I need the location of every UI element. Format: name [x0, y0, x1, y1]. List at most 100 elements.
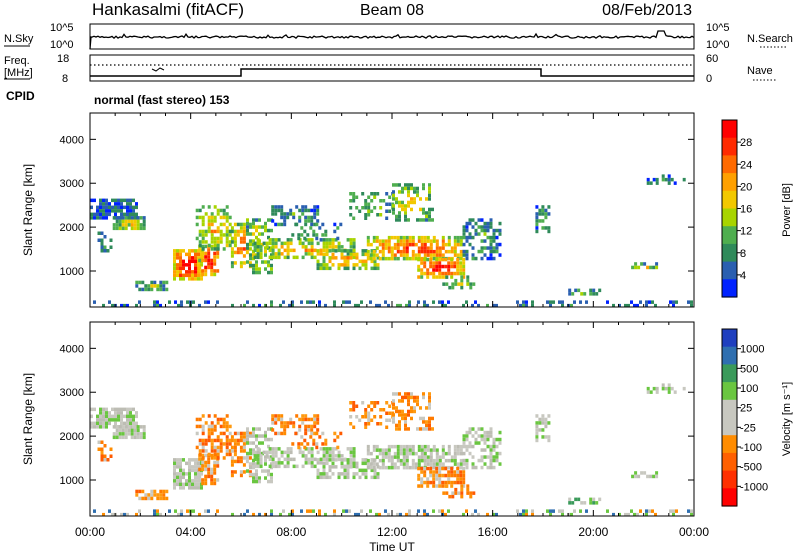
velocity-cell — [207, 431, 211, 436]
x-tick-label: 00:00 — [75, 525, 105, 539]
velocity-cell — [283, 421, 287, 425]
power-cell — [230, 229, 234, 234]
power-cell — [319, 238, 323, 242]
velocity-cell — [426, 477, 430, 481]
power-cell — [307, 241, 311, 246]
velocity-cell — [453, 458, 457, 463]
power-cell — [304, 215, 308, 220]
velocity-cell — [465, 434, 469, 438]
velocity-cell — [147, 493, 151, 497]
power-cell — [381, 242, 385, 247]
power-cell — [426, 257, 430, 262]
velocity-cell — [115, 432, 119, 436]
velocity-cell — [207, 457, 211, 461]
velocity-cell — [242, 442, 246, 446]
power-cell — [561, 300, 564, 304]
power-cell — [99, 198, 102, 203]
power-cell — [331, 245, 335, 249]
power-cell — [126, 202, 129, 206]
power-cell — [252, 249, 255, 254]
velocity-cell — [127, 428, 131, 433]
power-cell — [435, 253, 439, 257]
power-cell — [441, 242, 445, 247]
power-cell — [445, 282, 449, 286]
velocity-cell — [204, 449, 208, 453]
velocity-cell — [182, 486, 185, 490]
velocity-cell — [252, 458, 255, 463]
power-cell — [469, 282, 473, 286]
velocity-cell — [159, 496, 163, 501]
velocity-cell — [117, 418, 120, 422]
velocity-cell — [416, 427, 419, 431]
power-cell — [279, 303, 282, 307]
power-cell — [474, 256, 478, 261]
velocity-cell — [283, 457, 287, 462]
velocity-cell — [404, 392, 407, 396]
power-cell — [480, 256, 484, 261]
velocity-cell — [246, 455, 249, 459]
velocity-cell — [198, 417, 202, 422]
velocity-cell — [346, 472, 350, 476]
power-cell — [352, 195, 356, 199]
nsky-label: N.Sky — [4, 33, 34, 45]
velocity-cell — [96, 425, 99, 429]
velocity-cell — [366, 458, 370, 463]
velocity-cell — [340, 472, 344, 476]
velocity-cell — [398, 413, 401, 417]
power-cell — [410, 186, 413, 191]
power-cell — [428, 218, 431, 222]
velocity-cell — [188, 458, 191, 462]
power-cell — [395, 183, 398, 187]
power-cell — [670, 177, 674, 182]
velocity-cell — [292, 464, 296, 469]
power-cell — [264, 221, 267, 226]
power-cell — [310, 245, 314, 249]
velocity-cell — [447, 444, 451, 449]
power-cell — [495, 249, 499, 254]
velocity-cell — [135, 512, 138, 516]
power-cell — [416, 193, 419, 198]
power-cell — [423, 239, 427, 243]
velocity-cell — [431, 427, 434, 431]
power-cell — [219, 208, 223, 213]
velocity-cell — [230, 473, 234, 478]
velocity-cell — [261, 451, 264, 456]
velocity-cell — [541, 417, 545, 422]
velocity-cell — [441, 509, 444, 513]
velocity-cell — [207, 509, 210, 513]
power-cell — [435, 239, 439, 243]
power-cell — [176, 263, 179, 267]
power-cell — [401, 190, 404, 194]
power-cell — [630, 300, 633, 304]
velocity-cell — [428, 392, 431, 396]
velocity-cell — [398, 423, 401, 428]
velocity-cell — [465, 448, 469, 452]
velocity-cell — [435, 473, 439, 478]
power-cell — [307, 238, 311, 242]
velocity-cell — [252, 448, 255, 452]
power-cell — [280, 222, 284, 227]
power-cell — [102, 212, 105, 217]
velocity-cell — [462, 470, 466, 474]
velocity-cell — [535, 421, 539, 425]
velocity-colorbar-segment — [722, 470, 737, 489]
power-cell — [112, 223, 116, 227]
velocity-cell — [426, 462, 430, 466]
velocity-cell — [286, 454, 290, 458]
power-cell — [225, 240, 229, 244]
velocity-cell — [407, 392, 410, 396]
velocity-cell — [370, 401, 374, 405]
power-cell — [255, 267, 258, 271]
velocity-cell — [489, 427, 493, 431]
velocity-colorbar-label: -1000 — [740, 481, 768, 493]
power-cell — [379, 213, 383, 217]
power-cell — [185, 273, 188, 278]
velocity-cell — [176, 458, 179, 462]
power-cell — [655, 265, 659, 270]
power-cell — [492, 232, 496, 236]
velocity-cell — [352, 401, 356, 405]
power-cell — [204, 240, 208, 244]
velocity-cell — [201, 431, 205, 436]
power-cell — [114, 209, 117, 213]
power-cell — [453, 239, 457, 243]
